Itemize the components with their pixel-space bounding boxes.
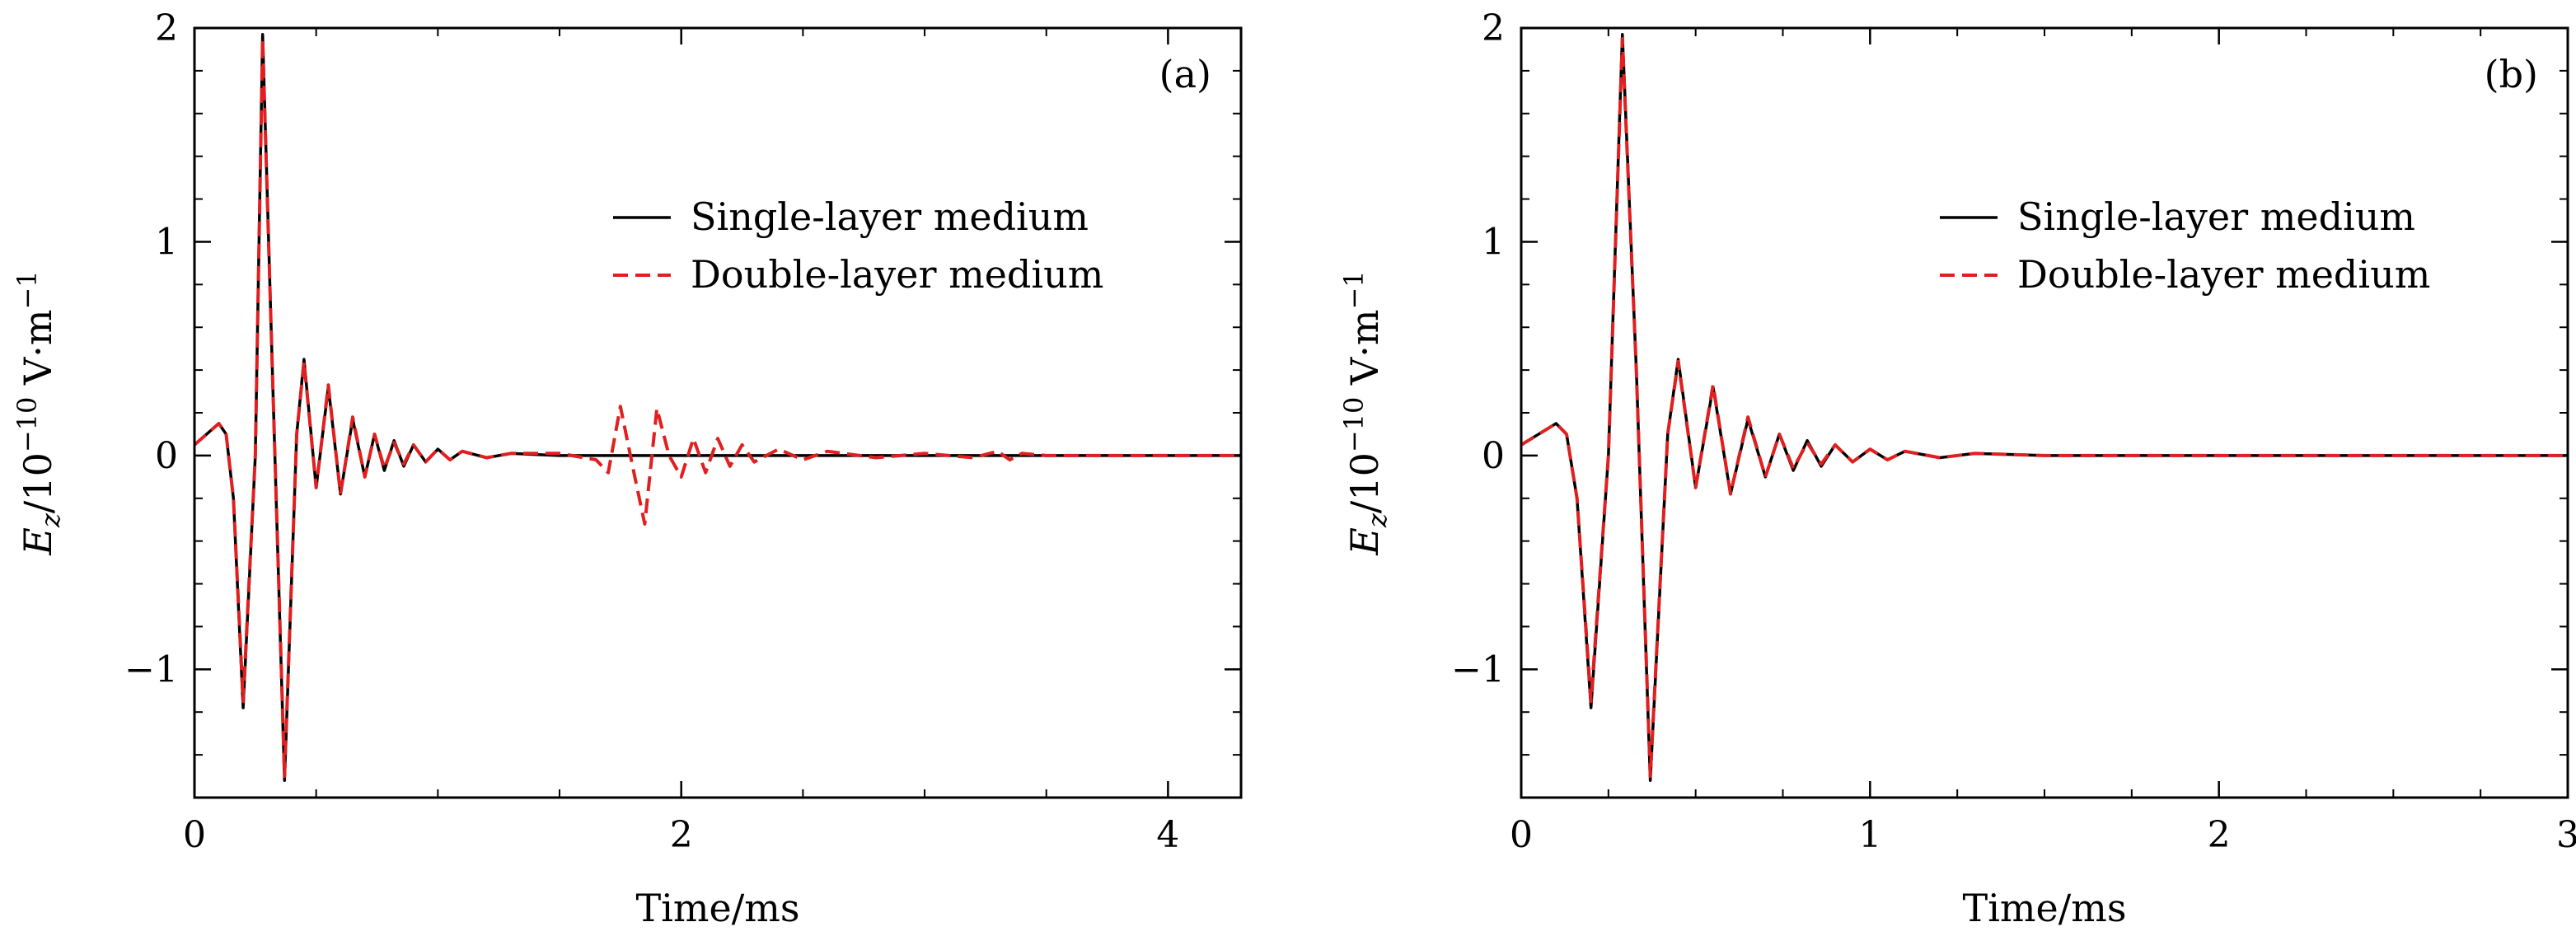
- y-axis-label: Ez/10−10 V·m−1: [1338, 270, 1393, 555]
- legend-label: Single-layer medium: [2017, 194, 2415, 239]
- x-tick-label: 0: [183, 814, 206, 856]
- y-label-symbol: E: [16, 527, 60, 556]
- x-tick-label: 4: [1156, 814, 1179, 856]
- x-tick-label: 0: [1510, 814, 1533, 856]
- y-tick-label: 2: [1482, 7, 1505, 49]
- y-label-exponent: −10: [1338, 397, 1370, 453]
- series-line-double-layer: [1521, 36, 2568, 779]
- y-tick-label: 2: [155, 7, 178, 49]
- series-line-double-layer: [194, 36, 1241, 779]
- plot-frame: [193, 26, 1243, 799]
- series-line-single-layer: [194, 33, 1241, 782]
- y-label-subscript: z: [35, 512, 66, 528]
- y-axis-label: Ez/10−10 V·m−1: [12, 270, 66, 555]
- y-label-unit: V·m: [16, 310, 60, 397]
- y-label-scale: /10: [1342, 452, 1387, 513]
- legend-label: Single-layer medium: [691, 194, 1089, 239]
- y-tick-label: −1: [124, 648, 178, 690]
- x-tick-label: 2: [2208, 814, 2231, 856]
- panel-label: (b): [2485, 52, 2538, 96]
- y-tick-label: 0: [1482, 435, 1505, 477]
- legend-label: Double-layer medium: [2017, 252, 2430, 297]
- panel-label: (a): [1159, 52, 1211, 96]
- y-tick-label: 1: [155, 221, 178, 263]
- series-line-single-layer: [1521, 33, 2568, 782]
- x-axis-label: Time/ms: [636, 886, 800, 930]
- y-label-exponent: −10: [12, 397, 43, 453]
- legend-label: Double-layer medium: [691, 252, 1103, 297]
- x-tick-label: 1: [1858, 814, 1881, 856]
- plot-frame: [1520, 26, 2569, 799]
- y-label-symbol: E: [1342, 527, 1387, 556]
- y-label-unit: V·m: [1342, 310, 1387, 397]
- y-label-unit-exponent: −1: [12, 270, 43, 309]
- x-tick-label: 2: [670, 814, 693, 856]
- y-label-subscript: z: [1361, 512, 1393, 528]
- y-tick-label: 0: [155, 435, 178, 477]
- y-tick-label: −1: [1451, 648, 1505, 690]
- y-tick-label: 1: [1482, 221, 1505, 263]
- x-tick-label: 3: [2556, 814, 2576, 856]
- y-label-scale: /10: [16, 452, 60, 513]
- x-axis-label: Time/ms: [1963, 886, 2127, 930]
- y-label-unit-exponent: −1: [1338, 270, 1370, 309]
